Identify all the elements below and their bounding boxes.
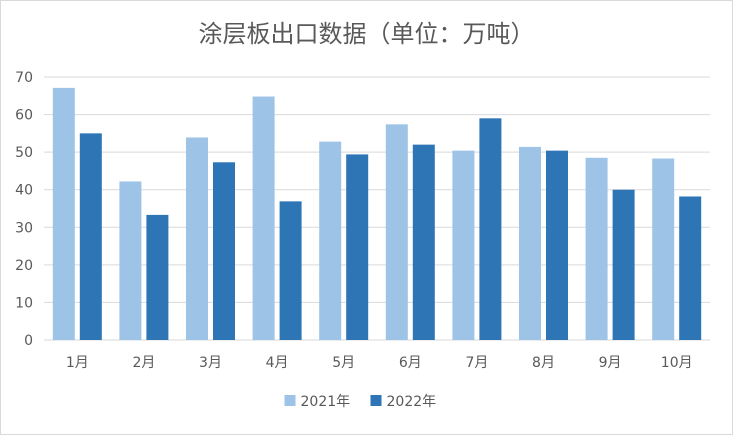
x-tick-label: 7月 — [465, 355, 488, 371]
x-tick-label: 2月 — [132, 355, 155, 371]
y-tick-label: 30 — [15, 220, 33, 236]
bar-series1 — [119, 181, 142, 340]
x-tick-label: 4月 — [266, 355, 289, 371]
x-tick-label: 6月 — [399, 355, 422, 371]
bar-series2 — [679, 196, 702, 340]
y-tick-label: 50 — [15, 145, 33, 161]
bar-series1 — [585, 157, 608, 340]
y-tick-label: 10 — [15, 295, 33, 311]
bar-series2 — [213, 162, 235, 340]
bar-series1 — [252, 96, 275, 340]
y-tick-label: 40 — [15, 183, 33, 199]
bar-series2 — [612, 189, 635, 340]
x-tick-label: 8月 — [532, 355, 555, 371]
y-tick-label: 20 — [15, 258, 33, 274]
bar-series2 — [546, 150, 568, 340]
legend-label: 2021年 — [301, 394, 351, 410]
y-tick-label: 60 — [15, 108, 33, 124]
legend-label: 2022年 — [387, 394, 437, 410]
bar-series2 — [279, 201, 302, 340]
bar-series1 — [186, 137, 208, 340]
bar-series2 — [146, 214, 169, 340]
x-tick-label: 5月 — [332, 355, 355, 371]
x-tick-label: 10月 — [661, 355, 693, 371]
y-tick-label: 70 — [15, 70, 33, 86]
bar-series1 — [385, 124, 408, 340]
bar-series1 — [452, 150, 475, 340]
bar-series1 — [519, 146, 541, 340]
bar-series2 — [79, 133, 102, 340]
bar-series2 — [479, 118, 502, 340]
bar-series2 — [412, 144, 435, 340]
bar-series1 — [319, 141, 342, 340]
x-tick-label: 3月 — [199, 355, 222, 371]
y-tick-label: 0 — [24, 333, 33, 349]
legend-swatch — [284, 395, 296, 406]
chart-title: 涂层板出口数据（单位：万吨） — [198, 20, 535, 48]
x-tick-label: 1月 — [66, 355, 89, 371]
bar-series1 — [52, 87, 75, 340]
x-tick-label: 9月 — [599, 355, 622, 371]
bar-series2 — [346, 154, 369, 340]
bar-series1 — [652, 158, 675, 340]
legend-swatch — [370, 395, 382, 406]
